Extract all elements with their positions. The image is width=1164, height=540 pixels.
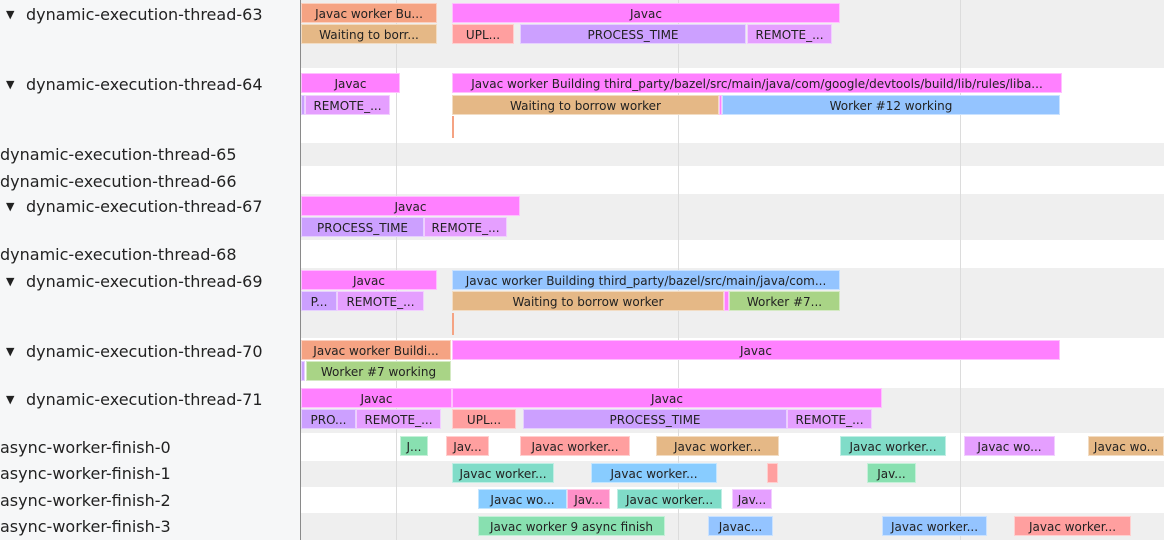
triangle-down-icon[interactable]: ▼ (6, 78, 15, 91)
thread-label[interactable]: dynamic-execution-thread-68 (0, 245, 237, 264)
trace-event-bar[interactable]: Javac (301, 388, 452, 408)
trace-event-bar[interactable]: Jav... (567, 489, 610, 509)
trace-event-bar[interactable]: Javac wo... (1088, 436, 1164, 456)
trace-event-bar[interactable]: REMOTE_... (356, 409, 441, 429)
trace-event-bar[interactable]: PRO... (301, 409, 356, 429)
trace-event-bar[interactable]: Waiting to borrow worker (452, 291, 724, 311)
trace-event-bar[interactable]: Javac worker... (520, 436, 630, 456)
trace-event-bar[interactable]: Javac worker... (452, 463, 554, 483)
trace-event-bar[interactable]: Javac (452, 340, 1060, 360)
trace-event-bar[interactable]: Javac worker Building third_party/bazel/… (452, 73, 1062, 93)
trace-event-bar[interactable]: Javac worker Building third_party/bazel/… (452, 270, 840, 290)
trace-event-bar[interactable]: Javac (452, 3, 840, 23)
thread-label[interactable]: async-worker-finish-3 (0, 517, 171, 536)
trace-event-bar[interactable] (301, 361, 305, 381)
trace-event-bar[interactable]: Javac worker... (591, 463, 717, 483)
thread-label[interactable]: dynamic-execution-thread-71 (26, 390, 263, 409)
trace-event-bar[interactable]: Javac worker Bu... (301, 3, 437, 23)
triangle-down-icon[interactable]: ▼ (6, 275, 15, 288)
track-row (301, 143, 1164, 166)
trace-event-bar[interactable]: PROCESS_TIME (523, 409, 787, 429)
trace-event-bar[interactable]: Worker #7 working (306, 361, 451, 381)
triangle-down-icon[interactable]: ▼ (6, 393, 15, 406)
track-row (301, 240, 1164, 268)
trace-event-bar[interactable]: Javac (301, 196, 520, 216)
trace-event-bar[interactable] (719, 95, 722, 115)
trace-event-bar[interactable]: Javac worker... (1014, 516, 1131, 536)
triangle-down-icon[interactable]: ▼ (6, 200, 15, 213)
thread-label[interactable]: dynamic-execution-thread-65 (0, 145, 237, 164)
trace-event-bar[interactable] (301, 95, 305, 115)
trace-event-bar[interactable] (724, 291, 729, 311)
thread-label-panel: ▼ dynamic-execution-thread-63 ▼ dynamic-exe… (0, 0, 301, 540)
trace-event-bar[interactable]: REMOTE_... (305, 95, 390, 115)
trace-event-bar[interactable] (767, 463, 778, 483)
trace-event-bar[interactable]: Waiting to borr... (301, 24, 437, 44)
thread-label[interactable]: dynamic-execution-thread-64 (26, 75, 263, 94)
thread-label[interactable]: dynamic-execution-thread-67 (26, 197, 263, 216)
trace-event-bar[interactable]: Javac (452, 388, 882, 408)
trace-event-bar[interactable]: Javac (301, 73, 400, 93)
grid-line (960, 0, 961, 540)
trace-event-bar[interactable]: Waiting to borrow worker (452, 95, 719, 115)
trace-event-bar[interactable]: Javac (301, 270, 437, 290)
track-row (301, 461, 1164, 487)
thread-label[interactable]: async-worker-finish-0 (0, 438, 171, 457)
trace-event-bar[interactable]: Javac worker... (882, 516, 987, 536)
trace-event-bar[interactable]: Javac worker... (840, 436, 946, 456)
trace-event-bar[interactable]: P... (301, 291, 337, 311)
trace-event-bar[interactable] (452, 116, 454, 138)
trace-event-bar[interactable]: Javac wo... (964, 436, 1055, 456)
trace-event-bar[interactable]: PROCESS_TIME (520, 24, 746, 44)
thread-label[interactable]: dynamic-execution-thread-69 (26, 272, 263, 291)
trace-event-bar[interactable]: REMOTE_... (424, 217, 507, 237)
thread-label[interactable]: async-worker-finish-1 (0, 464, 171, 483)
trace-event-bar[interactable]: Jav... (867, 463, 916, 483)
thread-label[interactable]: dynamic-execution-thread-63 (26, 5, 263, 24)
thread-label[interactable]: dynamic-execution-thread-66 (0, 172, 237, 191)
trace-event-bar[interactable] (452, 313, 454, 335)
trace-event-bar[interactable]: Jav... (446, 436, 489, 456)
trace-event-bar[interactable]: Worker #7... (729, 291, 840, 311)
trace-event-bar[interactable]: Javac worker 9 async finish (478, 516, 665, 536)
triangle-down-icon[interactable]: ▼ (6, 345, 15, 358)
thread-label[interactable]: async-worker-finish-2 (0, 491, 171, 510)
trace-event-bar[interactable]: REMOTE_... (787, 409, 872, 429)
trace-event-bar[interactable]: PROCESS_TIME (301, 217, 424, 237)
trace-event-bar[interactable]: Javac worker... (656, 436, 779, 456)
trace-event-bar[interactable]: REMOTE_... (747, 24, 832, 44)
trace-event-bar[interactable]: Javac wo... (478, 489, 567, 509)
trace-event-bar[interactable]: Worker #12 working (722, 95, 1060, 115)
trace-event-bar[interactable]: Javac worker Buildi... (301, 340, 451, 360)
trace-event-bar[interactable]: UPL... (452, 24, 514, 44)
thread-label[interactable]: dynamic-execution-thread-70 (26, 342, 263, 361)
trace-event-bar[interactable]: Javac worker... (617, 489, 722, 509)
trace-event-bar[interactable]: REMOTE_... (337, 291, 424, 311)
trace-event-bar[interactable]: Javac... (708, 516, 773, 536)
trace-event-bar[interactable]: J... (400, 436, 428, 456)
trace-event-bar[interactable]: Jav... (732, 489, 772, 509)
track-row (301, 166, 1164, 194)
trace-event-bar[interactable]: UPL... (452, 409, 516, 429)
triangle-down-icon[interactable]: ▼ (6, 8, 15, 21)
